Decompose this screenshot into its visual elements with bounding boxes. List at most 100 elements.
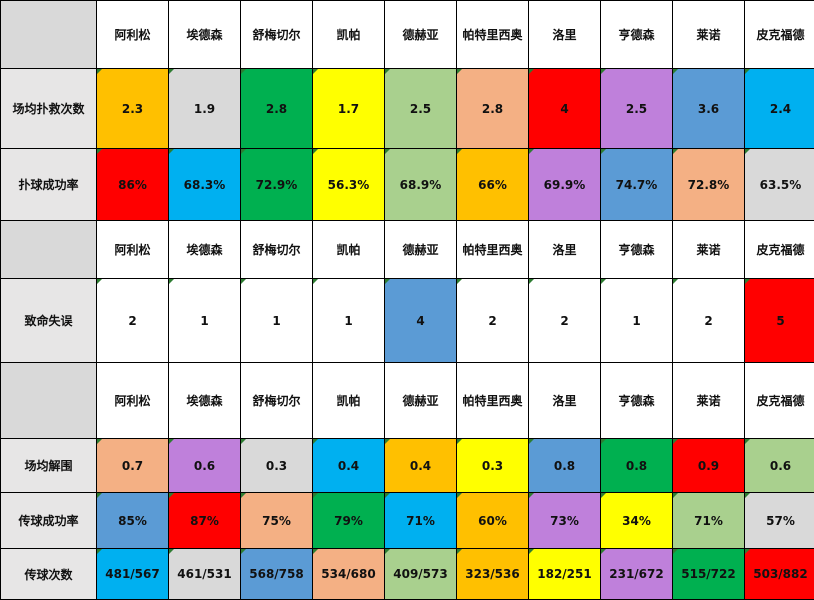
player-name-cell[interactable]: 埃德森 bbox=[169, 221, 241, 279]
stat-value-cell[interactable]: 0.4 bbox=[385, 439, 457, 493]
player-name-cell[interactable]: 莱诺 bbox=[673, 363, 745, 439]
stat-value-cell[interactable]: 2.8 bbox=[457, 69, 529, 149]
stat-value-cell[interactable]: 1.9 bbox=[169, 69, 241, 149]
stat-value-cell[interactable]: 2.8 bbox=[241, 69, 313, 149]
stat-value-cell[interactable]: 1 bbox=[601, 279, 673, 363]
stat-value-cell[interactable]: 1.7 bbox=[313, 69, 385, 149]
stat-value-cell[interactable]: 0.4 bbox=[313, 439, 385, 493]
stat-value-cell[interactable]: 34% bbox=[601, 493, 673, 549]
player-name-cell[interactable]: 德赫亚 bbox=[385, 363, 457, 439]
stat-value-cell[interactable]: 79% bbox=[313, 493, 385, 549]
stat-label-cell[interactable]: 传球成功率 bbox=[1, 493, 97, 549]
stat-value-cell[interactable]: 71% bbox=[673, 493, 745, 549]
stat-value-cell[interactable]: 481/567 bbox=[97, 549, 169, 600]
stat-value-cell[interactable]: 68.3% bbox=[169, 149, 241, 221]
stat-value-cell[interactable]: 5 bbox=[745, 279, 814, 363]
stat-label-cell[interactable]: 致命失误 bbox=[1, 279, 97, 363]
stat-value-cell[interactable]: 2.5 bbox=[385, 69, 457, 149]
stat-label-cell[interactable]: 传球次数 bbox=[1, 549, 97, 600]
player-name-cell[interactable]: 凯帕 bbox=[313, 1, 385, 69]
stat-value-cell[interactable]: 57% bbox=[745, 493, 814, 549]
stat-value-cell[interactable]: 0.6 bbox=[169, 439, 241, 493]
stat-value-cell[interactable]: 73% bbox=[529, 493, 601, 549]
stat-value-cell[interactable]: 68.9% bbox=[385, 149, 457, 221]
stat-value-cell[interactable]: 86% bbox=[97, 149, 169, 221]
stat-label-cell[interactable]: 场均扑救次数 bbox=[1, 69, 97, 149]
player-name-cell[interactable]: 洛里 bbox=[529, 1, 601, 69]
player-name-cell[interactable]: 洛里 bbox=[529, 221, 601, 279]
stat-value-cell[interactable]: 87% bbox=[169, 493, 241, 549]
stat-value-cell[interactable]: 4 bbox=[385, 279, 457, 363]
stat-value-cell[interactable]: 85% bbox=[97, 493, 169, 549]
stat-value-cell[interactable]: 0.7 bbox=[97, 439, 169, 493]
stat-value-cell[interactable]: 0.8 bbox=[601, 439, 673, 493]
stat-value-cell[interactable]: 515/722 bbox=[673, 549, 745, 600]
player-name-cell[interactable]: 阿利松 bbox=[97, 221, 169, 279]
stat-value-cell[interactable]: 0.3 bbox=[457, 439, 529, 493]
player-name-cell[interactable]: 阿利松 bbox=[97, 1, 169, 69]
stat-value-cell[interactable]: 60% bbox=[457, 493, 529, 549]
player-name-cell[interactable]: 帕特里西奥 bbox=[457, 1, 529, 69]
player-name-cell[interactable]: 亨德森 bbox=[601, 221, 673, 279]
stat-value-cell[interactable]: 74.7% bbox=[601, 149, 673, 221]
player-name-cell[interactable]: 帕特里西奥 bbox=[457, 221, 529, 279]
stat-label-cell[interactable]: 场均解围 bbox=[1, 439, 97, 493]
stat-value-cell[interactable]: 534/680 bbox=[313, 549, 385, 600]
stat-value-cell[interactable]: 568/758 bbox=[241, 549, 313, 600]
player-name-cell[interactable]: 舒梅切尔 bbox=[241, 363, 313, 439]
stat-value-cell[interactable]: 1 bbox=[169, 279, 241, 363]
stat-value-cell[interactable]: 2.3 bbox=[97, 69, 169, 149]
stat-value-cell[interactable]: 4 bbox=[529, 69, 601, 149]
stat-value-cell[interactable]: 69.9% bbox=[529, 149, 601, 221]
stat-value-cell[interactable]: 71% bbox=[385, 493, 457, 549]
stat-value-cell[interactable]: 231/672 bbox=[601, 549, 673, 600]
player-name-cell[interactable]: 阿利松 bbox=[97, 363, 169, 439]
player-name-cell[interactable]: 凯帕 bbox=[313, 221, 385, 279]
stat-value-cell[interactable]: 409/573 bbox=[385, 549, 457, 600]
player-name-cell[interactable]: 舒梅切尔 bbox=[241, 221, 313, 279]
player-name-cell[interactable]: 德赫亚 bbox=[385, 1, 457, 69]
player-name-cell[interactable]: 德赫亚 bbox=[385, 221, 457, 279]
stat-value-cell[interactable]: 75% bbox=[241, 493, 313, 549]
player-name-cell[interactable]: 洛里 bbox=[529, 363, 601, 439]
player-name-cell[interactable]: 凯帕 bbox=[313, 363, 385, 439]
stat-value-cell[interactable]: 461/531 bbox=[169, 549, 241, 600]
player-name-cell[interactable]: 亨德森 bbox=[601, 363, 673, 439]
stat-value-cell[interactable]: 0.8 bbox=[529, 439, 601, 493]
stat-value-cell[interactable]: 503/882 bbox=[745, 549, 814, 600]
player-name-cell[interactable]: 莱诺 bbox=[673, 1, 745, 69]
player-name-cell[interactable]: 皮克福德 bbox=[745, 221, 814, 279]
stat-value-cell[interactable]: 63.5% bbox=[745, 149, 814, 221]
corner-cell[interactable] bbox=[1, 221, 97, 279]
corner-cell[interactable] bbox=[1, 363, 97, 439]
stat-value-cell[interactable]: 182/251 bbox=[529, 549, 601, 600]
stat-value-cell[interactable]: 56.3% bbox=[313, 149, 385, 221]
player-name-cell[interactable]: 亨德森 bbox=[601, 1, 673, 69]
stat-value-cell[interactable]: 3.6 bbox=[673, 69, 745, 149]
player-name-cell[interactable]: 舒梅切尔 bbox=[241, 1, 313, 69]
corner-cell[interactable] bbox=[1, 1, 97, 69]
stat-value-cell[interactable]: 323/536 bbox=[457, 549, 529, 600]
player-name-cell[interactable]: 帕特里西奥 bbox=[457, 363, 529, 439]
stat-value-cell[interactable]: 0.6 bbox=[745, 439, 814, 493]
stat-value-cell[interactable]: 2.5 bbox=[601, 69, 673, 149]
stat-value-cell[interactable]: 0.3 bbox=[241, 439, 313, 493]
stat-value-cell[interactable]: 66% bbox=[457, 149, 529, 221]
stat-value-cell[interactable]: 2 bbox=[457, 279, 529, 363]
player-name-cell[interactable]: 皮克福德 bbox=[745, 363, 814, 439]
stat-value-cell[interactable]: 72.8% bbox=[673, 149, 745, 221]
stat-value-cell[interactable]: 2 bbox=[673, 279, 745, 363]
stat-value-cell[interactable]: 1 bbox=[241, 279, 313, 363]
stat-value-cell[interactable]: 2 bbox=[97, 279, 169, 363]
stat-value-cell[interactable]: 2 bbox=[529, 279, 601, 363]
player-name-cell[interactable]: 莱诺 bbox=[673, 221, 745, 279]
stat-value-cell[interactable]: 0.9 bbox=[673, 439, 745, 493]
stat-value-cell[interactable]: 2.4 bbox=[745, 69, 814, 149]
stat-value-cell[interactable]: 1 bbox=[313, 279, 385, 363]
stat-value-cell[interactable]: 72.9% bbox=[241, 149, 313, 221]
player-name-cell[interactable]: 埃德森 bbox=[169, 363, 241, 439]
player-name-cell[interactable]: 埃德森 bbox=[169, 1, 241, 69]
stat-label-cell[interactable]: 扑球成功率 bbox=[1, 149, 97, 221]
player-name-cell[interactable]: 皮克福德 bbox=[745, 1, 814, 69]
